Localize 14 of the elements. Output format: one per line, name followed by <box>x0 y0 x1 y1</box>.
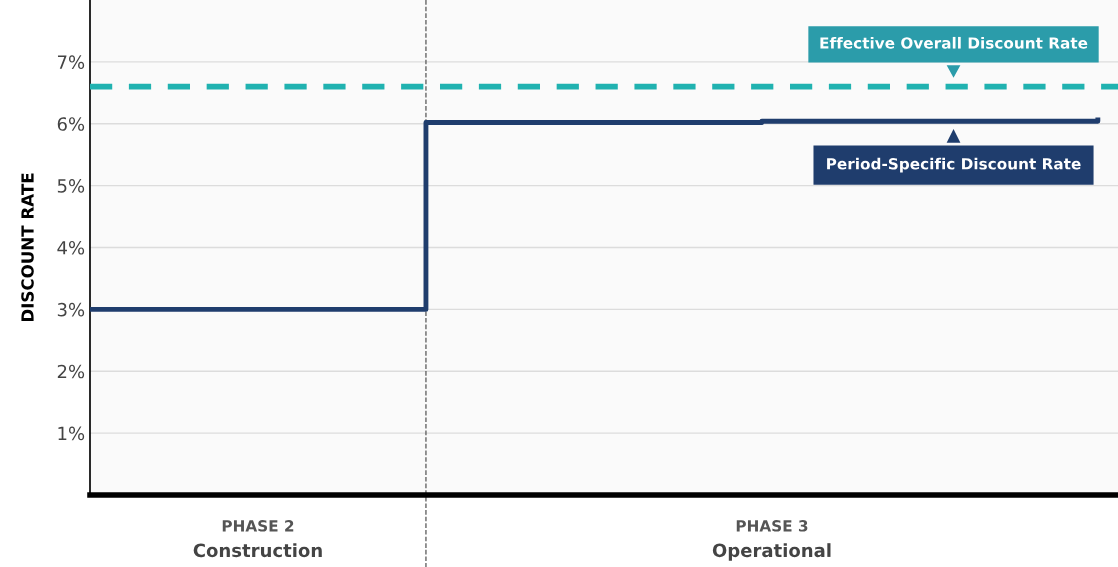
y-tick-label: 7% <box>57 55 85 69</box>
legend-label: Period-Specific Discount Rate <box>827 157 1081 173</box>
text: PHASE 3 <box>736 520 808 532</box>
y-tick-label: 1% <box>58 426 85 441</box>
text: Construction <box>193 543 322 558</box>
y-tick-label: 6% <box>57 117 85 131</box>
ref-line-label: Effective Overall Discount Rate <box>820 36 1088 49</box>
text: PHASE 2 <box>222 520 294 532</box>
y-tick-label: 4% <box>57 240 85 255</box>
y-tick-label: 3% <box>57 302 85 317</box>
y-tick-label: 2% <box>57 364 85 379</box>
text: Operational <box>712 543 831 561</box>
y-axis-title: DISCOUNT RATE <box>21 173 34 322</box>
y-tick-label: 5% <box>57 179 85 193</box>
